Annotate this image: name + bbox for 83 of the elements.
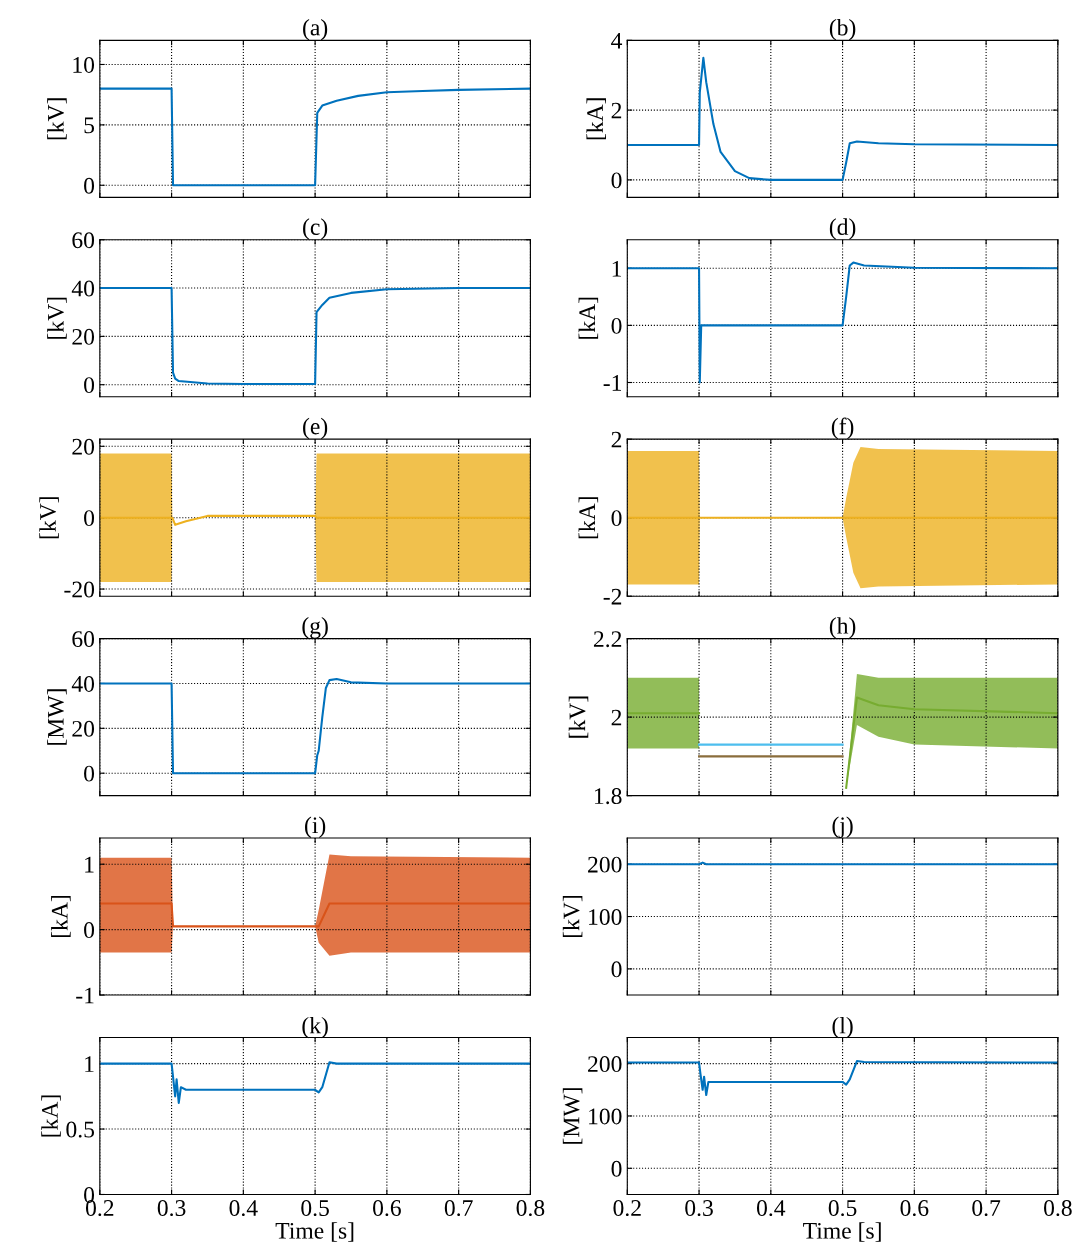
x-tick-label: 0.4	[229, 1200, 258, 1217]
y-axis-title: [kV]	[47, 98, 67, 140]
line-series	[627, 261, 1058, 384]
y-tick-label: 2.2	[593, 631, 622, 648]
y-tick-label: 40	[71, 280, 95, 297]
chart-title: (a)	[303, 18, 328, 41]
y-tick-label: -20	[64, 581, 95, 598]
chart-title: (h)	[829, 617, 856, 639]
x-tick-label: 0.5	[828, 1200, 857, 1217]
y-tick-label: 0	[611, 172, 622, 189]
chart-title: (d)	[829, 218, 856, 240]
x-tick-label: 0.6	[373, 1200, 401, 1217]
y-tick-label: 10	[73, 56, 95, 73]
x-tick-label: 0.7	[444, 1200, 473, 1217]
y-axis-title: [kV]	[39, 497, 59, 539]
y-tick-label: 0	[611, 1160, 622, 1177]
line-series	[627, 1059, 1058, 1097]
y-tick-label: 100	[589, 909, 622, 925]
chart-title: (i)	[305, 816, 326, 839]
y-tick-label: 100	[589, 1108, 622, 1125]
line-series	[99, 1061, 531, 1104]
y-axis-title: [kA]	[586, 98, 606, 140]
y-tick-label: 20	[72, 438, 95, 455]
y-tick-label: 60	[72, 232, 95, 249]
y-tick-label: 1	[85, 856, 94, 873]
y-tick-label: 2	[611, 431, 622, 448]
y-tick-label: -1	[76, 987, 94, 1004]
y-axis-title: [MW]	[47, 689, 67, 745]
chart-title: (k)	[302, 1016, 328, 1039]
chart-title: (e)	[303, 417, 328, 440]
x-tick-label: 0.7	[972, 1200, 1001, 1217]
x-axis-title: Time [s]	[275, 1222, 354, 1242]
line-series	[99, 87, 531, 187]
y-tick-label: 0	[611, 510, 622, 527]
x-tick-label: 0.5	[301, 1200, 329, 1217]
y-tick-label: 0	[84, 765, 95, 782]
x-tick-label: 0.8	[516, 1200, 545, 1217]
y-tick-label: 0	[84, 922, 95, 939]
y-axis-title: [MW]	[562, 1088, 583, 1144]
x-tick-label: 0.6	[900, 1200, 929, 1217]
y-tick-label: 4	[611, 32, 623, 49]
y-tick-label: 1.8	[594, 788, 622, 805]
y-tick-label: 0	[84, 377, 95, 394]
y-tick-label: 2	[611, 709, 622, 726]
chart-title: (f)	[831, 417, 854, 440]
chart-title: (c)	[303, 218, 328, 240]
x-tick-label: 0.3	[685, 1200, 713, 1217]
y-tick-label: 200	[588, 1056, 622, 1073]
x-axis-title: Time [s]	[803, 1222, 881, 1242]
x-tick-label: 0.8	[1044, 1200, 1072, 1217]
y-axis-title: [kV]	[568, 696, 589, 738]
y-tick-label: 200	[588, 856, 622, 873]
y-tick-label: 20	[72, 328, 95, 345]
line-series	[99, 287, 531, 386]
chart-title: (b)	[829, 18, 856, 41]
chart-title: (l)	[832, 1016, 853, 1039]
line-series	[627, 56, 1058, 181]
y-tick-label: 20	[72, 720, 95, 737]
y-tick-label: 1	[85, 1056, 94, 1072]
chart-title: (g)	[302, 617, 328, 639]
y-tick-label: 0	[611, 961, 622, 978]
y-tick-label: -1	[603, 375, 622, 391]
chart-title: (j)	[832, 816, 853, 839]
y-axis-title: [kA]	[578, 297, 599, 339]
x-tick-label: 0.4	[756, 1200, 786, 1217]
y-tick-label: 40	[71, 675, 95, 692]
y-axis-title: [kA]	[41, 1095, 61, 1137]
y-tick-label: 0.5	[66, 1121, 95, 1138]
y-axis-title: [kA]	[51, 896, 71, 938]
y-tick-label: 2	[611, 102, 622, 119]
x-tick-label: 0.3	[157, 1200, 186, 1217]
line-series	[99, 677, 531, 775]
y-axis-title: [kA]	[578, 497, 599, 539]
y-axis-title: [kV]	[562, 896, 583, 938]
y-axis-title: [kV]	[47, 297, 67, 339]
x-tick-label: 0.2	[613, 1200, 641, 1217]
y-tick-label: 0	[84, 510, 95, 527]
y-tick-label: -2	[603, 588, 622, 605]
y-tick-label: 5	[84, 117, 95, 134]
y-tick-label: 60	[72, 631, 95, 648]
y-tick-label: 0	[611, 317, 622, 334]
y-tick-label: 1	[612, 260, 622, 277]
y-tick-label: 0	[84, 177, 95, 194]
